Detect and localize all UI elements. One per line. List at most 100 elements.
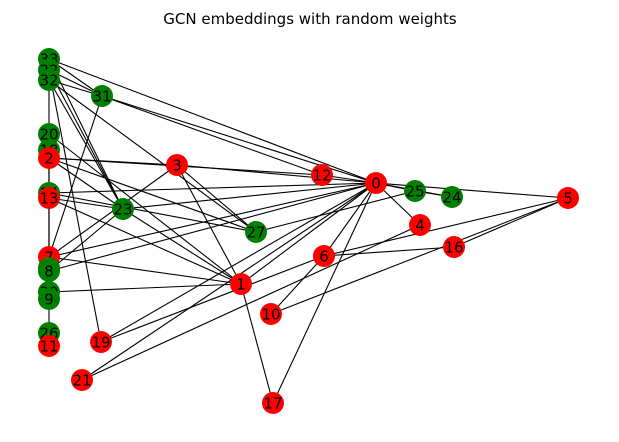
edge-0-23 bbox=[122, 182, 377, 210]
node-circle-5 bbox=[557, 187, 579, 209]
node-label-31: 31 bbox=[92, 88, 111, 106]
node-label-4: 4 bbox=[415, 217, 425, 235]
node-circle-16 bbox=[443, 236, 465, 258]
node-label-6: 6 bbox=[319, 248, 329, 266]
node-4: 4 bbox=[409, 214, 431, 236]
node-circle-2 bbox=[38, 147, 60, 169]
node-circle-19 bbox=[90, 331, 112, 353]
node-circle-32 bbox=[38, 69, 60, 91]
edge-0-7 bbox=[48, 182, 377, 258]
edge-0-1 bbox=[240, 182, 377, 285]
node-9: 9 bbox=[38, 288, 60, 310]
edge-4-21 bbox=[81, 224, 421, 381]
node-label-8: 8 bbox=[44, 263, 54, 281]
node-circle-0 bbox=[365, 172, 387, 194]
edge-13-23 bbox=[48, 197, 124, 210]
node-2: 2 bbox=[38, 147, 60, 169]
node-circle-17 bbox=[262, 392, 284, 414]
edge-32-27 bbox=[48, 79, 257, 233]
node-31: 31 bbox=[91, 85, 113, 107]
edge-33-0 bbox=[48, 58, 377, 184]
edge-6-19 bbox=[100, 255, 325, 343]
node-circle-21 bbox=[71, 369, 93, 391]
node-label-11: 11 bbox=[39, 338, 58, 356]
node-circle-13 bbox=[38, 187, 60, 209]
node-label-9: 9 bbox=[44, 291, 54, 309]
edge-7-1 bbox=[48, 256, 242, 285]
edge-33-23 bbox=[48, 58, 124, 210]
edge-6-10 bbox=[270, 255, 325, 315]
node-circle-20 bbox=[38, 123, 60, 145]
edge-0-6 bbox=[323, 182, 377, 257]
node-circle-11 bbox=[38, 335, 60, 357]
edge-22-19 bbox=[48, 69, 102, 343]
node-label-17: 17 bbox=[263, 395, 282, 413]
edge-5-6 bbox=[323, 197, 569, 257]
edge-22-23 bbox=[48, 69, 124, 210]
edge-1-30 bbox=[48, 283, 242, 293]
edge-0-21 bbox=[81, 182, 377, 381]
edge-6-16 bbox=[323, 246, 455, 257]
node-label-3: 3 bbox=[172, 157, 182, 175]
node-5: 5 bbox=[557, 187, 579, 209]
node-1: 1 bbox=[230, 273, 252, 295]
node-0: 0 bbox=[365, 172, 387, 194]
node-label-12: 12 bbox=[312, 167, 331, 185]
node-circle-24 bbox=[441, 186, 463, 208]
node-24: 24 bbox=[441, 186, 463, 208]
node-6: 6 bbox=[313, 245, 335, 267]
node-circle-31 bbox=[91, 85, 113, 107]
edge-31-12 bbox=[101, 95, 323, 176]
node-label-32: 32 bbox=[39, 72, 58, 90]
edge-23-8 bbox=[48, 208, 124, 272]
node-23: 23 bbox=[112, 198, 134, 220]
node-16: 16 bbox=[443, 236, 465, 258]
node-27: 27 bbox=[245, 221, 267, 243]
node-label-16: 16 bbox=[444, 239, 463, 257]
edge-0-19 bbox=[100, 182, 377, 343]
edge-14-27 bbox=[48, 192, 257, 233]
node-circle-23 bbox=[112, 198, 134, 220]
edge-3-1 bbox=[176, 164, 242, 285]
node-21: 21 bbox=[71, 369, 93, 391]
node-label-2: 2 bbox=[44, 150, 54, 168]
node-circle-10 bbox=[260, 303, 282, 325]
node-label-23: 23 bbox=[113, 201, 132, 219]
node-20: 20 bbox=[38, 123, 60, 145]
edge-25-27 bbox=[255, 190, 416, 233]
edge-0-8 bbox=[48, 182, 377, 272]
node-label-21: 21 bbox=[72, 372, 91, 390]
node-25: 25 bbox=[404, 180, 426, 202]
edge-5-10 bbox=[270, 197, 569, 315]
node-17: 17 bbox=[262, 392, 284, 414]
node-12: 12 bbox=[311, 164, 333, 186]
edge-5-16 bbox=[453, 197, 569, 248]
node-label-5: 5 bbox=[563, 190, 573, 208]
node-circle-27 bbox=[245, 221, 267, 243]
node-circle-1 bbox=[230, 273, 252, 295]
edge-1-20 bbox=[48, 133, 242, 285]
node-label-20: 20 bbox=[39, 126, 58, 144]
nodes-layer: 3322323120182312025245141323427166728813… bbox=[38, 48, 579, 414]
node-32: 32 bbox=[38, 69, 60, 91]
node-label-27: 27 bbox=[246, 224, 265, 242]
node-10: 10 bbox=[260, 303, 282, 325]
node-label-25: 25 bbox=[405, 183, 424, 201]
node-label-1: 1 bbox=[236, 276, 246, 294]
node-8: 8 bbox=[38, 260, 60, 282]
node-label-19: 19 bbox=[91, 334, 110, 352]
edge-3-0 bbox=[176, 164, 377, 184]
node-circle-25 bbox=[404, 180, 426, 202]
node-circle-6 bbox=[313, 245, 335, 267]
node-3: 3 bbox=[166, 154, 188, 176]
node-label-13: 13 bbox=[39, 190, 58, 208]
node-label-0: 0 bbox=[371, 175, 381, 193]
node-circle-3 bbox=[166, 154, 188, 176]
edges-layer bbox=[48, 58, 569, 404]
edge-13-1 bbox=[48, 197, 242, 285]
node-label-10: 10 bbox=[261, 306, 280, 324]
edge-2-27 bbox=[48, 157, 257, 233]
node-11: 11 bbox=[38, 335, 60, 357]
figure-title: GCN embeddings with random weights bbox=[163, 10, 457, 28]
